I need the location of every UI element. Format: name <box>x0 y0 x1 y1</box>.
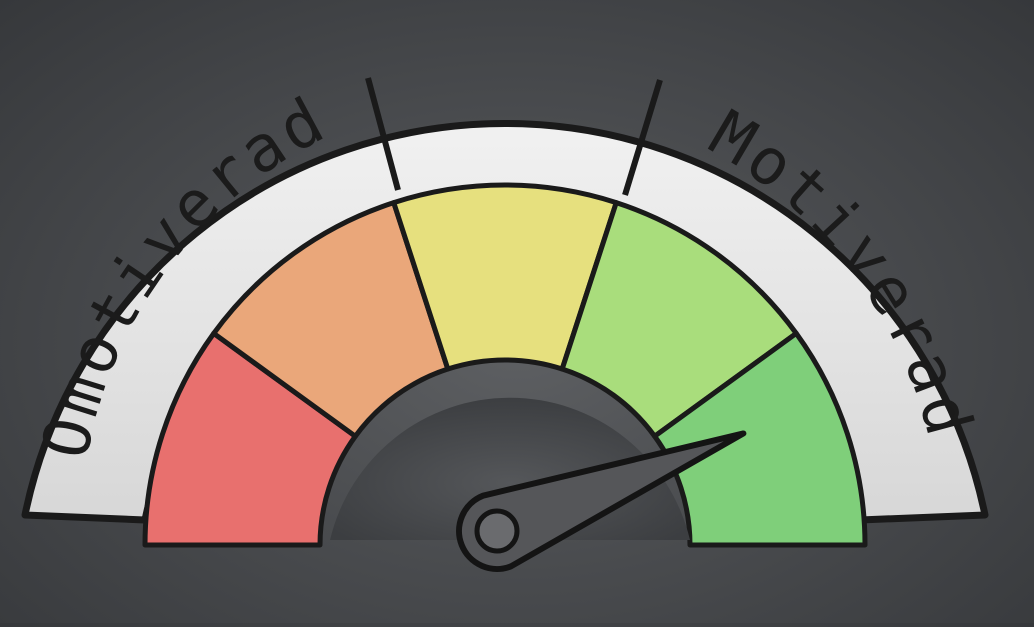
gauge-needle <box>456 430 747 572</box>
needle-pivot <box>474 508 520 554</box>
band-divider-left <box>365 77 401 191</box>
gauge-segments <box>142 182 868 548</box>
needle-body <box>456 430 747 572</box>
band-divider-right <box>622 79 663 196</box>
